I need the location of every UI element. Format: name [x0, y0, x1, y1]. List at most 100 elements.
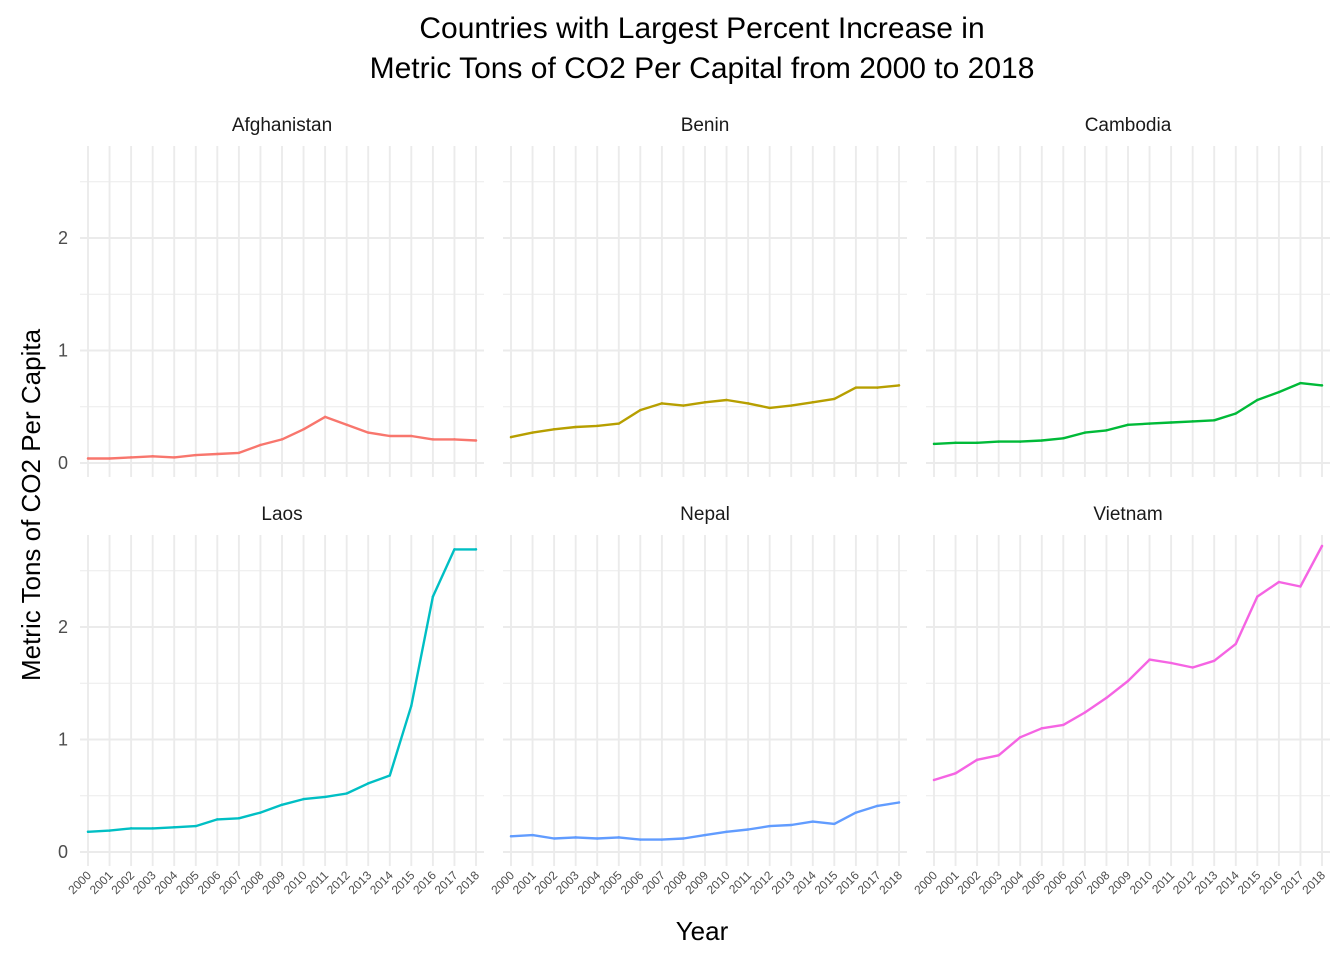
data-point-cambodia-2005	[1040, 439, 1043, 442]
data-point-afghanistan-2012	[345, 423, 348, 426]
data-point-vietnam-2009	[1126, 679, 1130, 683]
data-point-cambodia-2008	[1105, 429, 1108, 432]
x-tick-label: 2010	[1127, 868, 1156, 897]
data-point-nepal-2003	[574, 836, 577, 839]
x-tick-label: 2009	[682, 868, 711, 897]
x-tick-label: 2014	[790, 868, 819, 897]
facet-label-laos: Laos	[261, 504, 302, 525]
data-point-nepal-2007	[660, 838, 664, 841]
x-tick-label: 2016	[1256, 868, 1285, 897]
y-tick-label: 0	[58, 842, 68, 862]
data-point-benin-2002	[552, 428, 556, 431]
data-point-vietnam-2016	[1277, 580, 1281, 584]
x-tick-label: 2005	[596, 868, 625, 897]
data-point-cambodia-2017	[1299, 381, 1302, 385]
data-point-afghanistan-2008	[259, 443, 262, 447]
x-tick-label: 2015	[389, 868, 418, 897]
data-point-benin-2008	[682, 404, 685, 407]
data-point-benin-2014	[811, 401, 814, 404]
data-point-cambodia-2000	[932, 442, 936, 446]
data-point-nepal-2015	[833, 822, 836, 826]
x-tick-label: 2004	[998, 868, 1027, 897]
x-tick-label: 2013	[346, 868, 375, 897]
x-tick-label: 2017	[855, 868, 884, 897]
x-tick-label: 2007	[639, 868, 668, 897]
data-point-cambodia-2007	[1083, 431, 1087, 434]
x-tick-label: 2006	[195, 868, 224, 897]
data-point-nepal-2004	[596, 837, 599, 840]
data-point-benin-2006	[639, 408, 642, 412]
data-point-nepal-2005	[617, 836, 620, 839]
data-point-laos-2009	[280, 803, 284, 806]
data-point-laos-2018	[474, 548, 478, 551]
x-tick-label: 2011	[726, 868, 754, 896]
data-point-vietnam-2000	[932, 778, 936, 782]
x-tick-label: 2000	[488, 868, 517, 897]
data-point-nepal-2006	[639, 838, 642, 841]
x-tick-label: 2015	[1235, 868, 1264, 897]
facet-label-afghanistan: Afghanistan	[232, 115, 332, 136]
x-tick-label: 2016	[410, 868, 439, 897]
data-point-vietnam-2008	[1105, 696, 1108, 700]
data-point-benin-2003	[574, 425, 577, 429]
x-tick-label: 2008	[238, 868, 267, 897]
x-tick-label: 2007	[1062, 868, 1091, 897]
data-point-nepal-2002	[552, 837, 556, 840]
x-tick-label: 2017	[432, 868, 461, 897]
chart-title-line-2: Metric Tons of CO2 Per Capital from 2000…	[370, 52, 1035, 85]
facet-label-benin: Benin	[681, 115, 730, 136]
data-point-vietnam-2017	[1299, 585, 1302, 588]
data-point-nepal-2016	[854, 811, 858, 814]
x-tick-label: 2005	[173, 868, 202, 897]
data-point-benin-2015	[833, 397, 836, 401]
data-point-afghanistan-2007	[237, 451, 241, 455]
data-point-afghanistan-2002	[129, 456, 133, 459]
facet-label-vietnam: Vietnam	[1093, 504, 1162, 525]
x-tick-label: 2003	[976, 868, 1005, 897]
panel-afghanistan: Afghanistan 0 1 2	[58, 115, 484, 477]
data-point-laos-2000	[86, 830, 90, 833]
data-point-vietnam-2001	[954, 772, 957, 775]
data-point-nepal-2014	[811, 820, 814, 823]
data-point-cambodia-2014	[1234, 412, 1237, 415]
data-point-benin-2001	[531, 431, 534, 434]
x-tick-label: 2018	[453, 868, 482, 897]
data-point-afghanistan-2010	[302, 428, 305, 431]
data-point-laos-2015	[410, 704, 413, 707]
x-tick-label: 2006	[618, 868, 647, 897]
data-point-afghanistan-2013	[367, 431, 370, 434]
data-point-vietnam-2011	[1169, 661, 1173, 665]
data-point-vietnam-2013	[1213, 659, 1216, 662]
data-point-vietnam-2012	[1191, 666, 1194, 669]
chart-title-line-1: Countries with Largest Percent Increase …	[419, 12, 984, 45]
data-point-nepal-2009	[703, 833, 707, 837]
data-point-laos-2002	[129, 827, 133, 830]
x-axis-title: Year	[676, 916, 729, 946]
x-tick-label: 2016	[833, 868, 862, 897]
data-point-laos-2006	[216, 818, 219, 821]
data-point-afghanistan-2009	[280, 438, 284, 441]
data-point-afghanistan-2006	[216, 452, 219, 456]
x-tick-label: 2002	[531, 868, 560, 897]
data-point-afghanistan-2016	[431, 438, 435, 441]
panel-vietnam: Vietnam200020012002200320042005200620072…	[911, 504, 1330, 897]
x-tick-label: 2004	[152, 868, 181, 897]
data-point-afghanistan-2018	[474, 439, 478, 442]
data-point-nepal-2012	[768, 824, 771, 828]
data-point-nepal-2001	[531, 833, 534, 837]
data-point-benin-2013	[790, 404, 793, 407]
panel-laos: Laos012200020012002200320042005200620072…	[58, 504, 484, 897]
data-point-afghanistan-2003	[151, 455, 154, 458]
data-point-afghanistan-2004	[173, 456, 176, 459]
x-tick-label: 2012	[324, 868, 353, 897]
panel-benin: Benin	[503, 115, 907, 477]
y-tick-label: 2	[58, 617, 68, 637]
data-point-laos-2008	[259, 811, 262, 814]
data-point-laos-2011	[323, 795, 327, 799]
x-tick-label: 2014	[367, 868, 396, 897]
x-tick-label: 2001	[87, 868, 116, 897]
x-tick-label: 2011	[1149, 868, 1177, 896]
data-point-nepal-2017	[876, 804, 879, 808]
data-point-vietnam-2007	[1083, 711, 1087, 714]
